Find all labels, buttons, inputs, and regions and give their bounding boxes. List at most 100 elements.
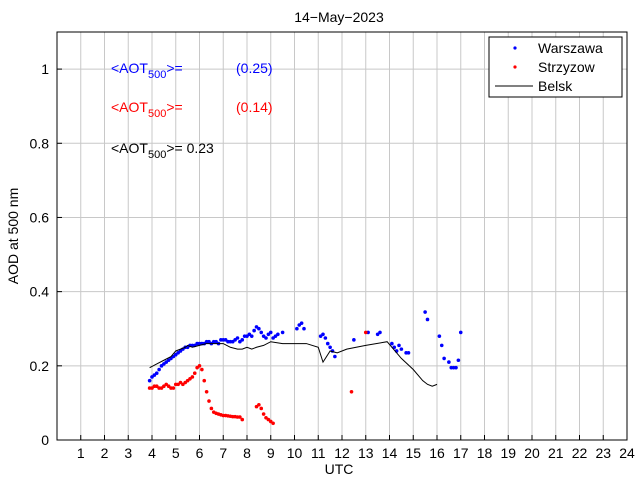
legend-box <box>488 36 623 98</box>
x-tick-label: 8 <box>243 445 251 461</box>
data-point-warszawa <box>458 330 463 335</box>
data-point-warszawa <box>456 358 461 363</box>
annotation-belsk: <AOT500>= 0.23 <box>111 140 214 161</box>
data-point-warszawa <box>264 336 268 340</box>
y-tick-label: 0.8 <box>30 135 50 151</box>
x-tick-label: 16 <box>429 445 445 461</box>
annotation-subscript: 500 <box>148 69 166 81</box>
series-strzyzow <box>147 330 368 426</box>
data-point-strzyzow <box>349 389 354 394</box>
data-point-strzyzow <box>192 371 197 376</box>
data-point-warszawa <box>302 326 306 331</box>
annotation-label: <AOT <box>111 140 148 156</box>
data-point-strzyzow <box>259 406 264 411</box>
data-point-strzyzow <box>200 367 204 372</box>
data-point-strzyzow <box>204 389 209 394</box>
annotation-value: (0.14) <box>236 99 273 115</box>
annotation-warszawa: <AOT500>= (0.25) <box>111 60 273 81</box>
data-point-strzyzow <box>261 412 266 416</box>
grid <box>57 32 628 440</box>
annotation-value: (0.25) <box>236 60 273 76</box>
data-point-warszawa <box>240 338 245 342</box>
data-point-warszawa <box>252 328 256 333</box>
data-point-warszawa <box>321 332 325 337</box>
data-point-strzyzow <box>171 386 176 390</box>
x-tick-label: 13 <box>358 445 374 461</box>
svg-text:<AOT500>= 0.23: <AOT500>= 0.23 <box>111 140 214 161</box>
data-point-warszawa <box>397 343 401 348</box>
y-tick-label: 0.4 <box>30 284 50 300</box>
annotation-suffix: >= 0.23 <box>166 140 214 156</box>
data-point-warszawa <box>154 371 159 376</box>
chart-title: 14−May−2023 <box>294 9 384 25</box>
data-point-warszawa <box>333 354 337 359</box>
data-point-warszawa <box>323 336 328 340</box>
data-point-warszawa <box>268 330 273 335</box>
y-axis: 0 0.2 0.4 0.6 0.8 1 <box>30 61 62 448</box>
data-point-warszawa <box>299 321 304 325</box>
x-tick-label: 9 <box>267 445 275 461</box>
data-point-strzyzow <box>257 402 261 407</box>
data-point-warszawa <box>325 341 330 346</box>
series-layer <box>147 310 463 426</box>
data-point-warszawa <box>147 378 152 383</box>
annotation-suffix: >= <box>166 99 182 115</box>
x-axis: 1 2 3 4 5 6 7 8 9 10 11 12 13 14 15 16 17 18 19 20 21 22 23 24 <box>77 435 635 461</box>
x-tick-label: 5 <box>172 445 180 461</box>
data-point-warszawa <box>328 345 332 350</box>
x-tick-label: 17 <box>453 445 469 461</box>
x-tick-label: 6 <box>196 445 204 461</box>
data-point-warszawa <box>257 326 261 331</box>
data-point-strzyzow <box>207 399 211 403</box>
y-tick-label: 0.6 <box>30 209 50 225</box>
data-point-warszawa <box>295 326 299 331</box>
x-tick-label: 21 <box>548 445 564 461</box>
x-tick-label: 7 <box>219 445 227 461</box>
x-tick-label: 15 <box>405 445 421 461</box>
series-warszawa <box>147 310 463 383</box>
x-tick-label: 3 <box>124 445 132 461</box>
y-tick-label: 0.2 <box>30 358 50 374</box>
data-point-strzyzow <box>238 415 242 419</box>
annotation-subscript: 500 <box>148 108 166 120</box>
x-axis-label: UTC <box>325 461 354 477</box>
data-point-strzyzow <box>271 421 275 426</box>
data-point-warszawa <box>454 365 458 370</box>
svg-text:<AOT500>=: <AOT500>= <box>111 99 183 120</box>
data-point-warszawa <box>392 345 397 350</box>
data-point-warszawa <box>249 334 254 338</box>
data-point-warszawa <box>157 367 161 372</box>
x-tick-label: 23 <box>595 445 611 461</box>
data-point-warszawa <box>390 341 394 346</box>
data-point-warszawa <box>280 330 285 335</box>
y-tick-label: 1 <box>41 61 49 77</box>
x-tick-label: 20 <box>524 445 540 461</box>
x-tick-label: 10 <box>287 445 303 461</box>
y-tick-label: 0 <box>41 432 49 448</box>
legend-label-strzyzow: Strzyzow <box>538 59 596 75</box>
data-point-warszawa <box>447 360 451 364</box>
data-point-warszawa <box>406 351 411 355</box>
data-point-warszawa <box>399 347 404 351</box>
data-point-strzyzow <box>190 375 195 379</box>
data-point-warszawa <box>276 332 280 337</box>
series-line-belsk <box>149 341 438 387</box>
x-tick-label: 19 <box>500 445 516 461</box>
legend-marker-strzyzow <box>513 65 517 69</box>
data-point-warszawa <box>423 310 427 314</box>
data-point-warszawa <box>259 330 264 335</box>
annotation-subscript: 500 <box>148 149 166 161</box>
x-tick-label: 22 <box>572 445 588 461</box>
annotation-label: <AOT <box>111 60 148 76</box>
data-point-warszawa <box>442 356 446 361</box>
y-axis-label: AOD at 500 nm <box>5 188 21 285</box>
legend-marker-warszawa <box>513 46 517 50</box>
data-point-warszawa <box>425 317 430 322</box>
legend: Warszawa Strzyzow Belsk <box>488 36 623 98</box>
x-tick-label: 4 <box>148 445 156 461</box>
data-point-strzyzow <box>209 406 214 411</box>
data-point-warszawa <box>378 330 382 335</box>
legend-label-belsk: Belsk <box>538 78 573 94</box>
data-point-strzyzow <box>202 378 207 383</box>
